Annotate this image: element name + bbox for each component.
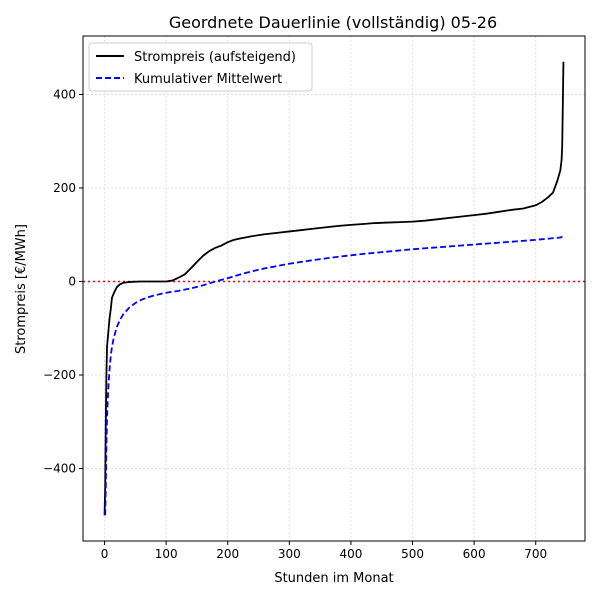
y-tick-label: 200 (53, 181, 76, 195)
x-tick-label: 500 (401, 547, 424, 561)
grid (83, 36, 585, 541)
x-tick-label: 300 (278, 547, 301, 561)
chart-title: Geordnete Dauerlinie (vollständig) 05-26 (169, 13, 497, 32)
y-tick-label: 0 (68, 274, 76, 288)
plot-frame (82, 35, 586, 542)
x-tick-label: 700 (524, 547, 547, 561)
series-line-mittelwert (104, 235, 564, 516)
x-tick-label: 400 (339, 547, 362, 561)
series-line-strompreis (103, 61, 565, 516)
legend-label-mittelwert: Kumulativer Mittelwert (134, 72, 282, 87)
series-layer (103, 61, 565, 516)
axis-ticks: 0 100 200 300 400 500 600 700 −400 −200 0 200 400 (43, 87, 547, 561)
x-tick-label: 600 (463, 547, 486, 561)
y-tick-label: −400 (43, 462, 76, 476)
legend-box (88, 42, 313, 92)
x-tick-label: 0 (101, 547, 109, 561)
y-tick-label: 400 (53, 87, 76, 101)
x-tick-label: 100 (155, 547, 178, 561)
legend-label-strompreis: Strompreis (aufsteigend) (134, 50, 296, 65)
y-axis-label: Strompreis [€/MWh] (14, 224, 29, 354)
x-axis-label: Stunden im Monat (274, 571, 393, 586)
x-tick-label: 200 (216, 547, 239, 561)
y-tick-label: −200 (43, 368, 76, 382)
legend: Strompreis (aufsteigend) Kumulativer Mit… (88, 42, 313, 92)
